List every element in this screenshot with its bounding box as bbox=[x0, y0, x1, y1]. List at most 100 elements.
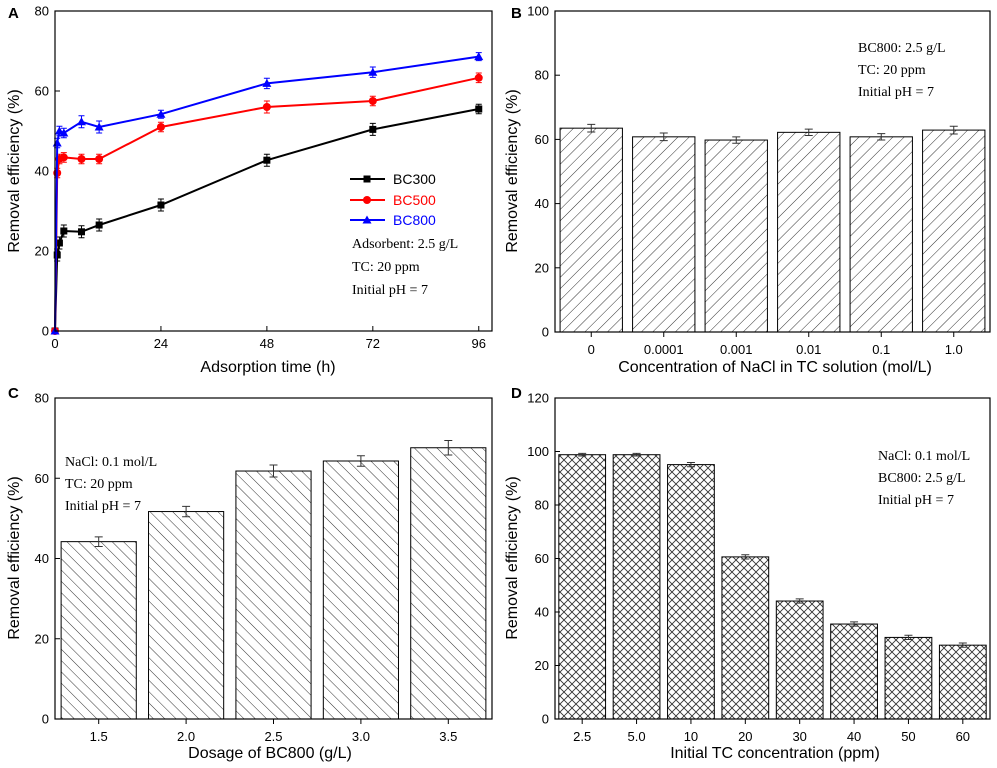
panel-a-bc300-point bbox=[263, 156, 271, 164]
panel-d-xtick-label: 40 bbox=[847, 729, 861, 744]
panel-a-bc300-point bbox=[157, 201, 165, 209]
panel-d-errorbar bbox=[686, 461, 695, 468]
panel-d-xtick-label: 5.0 bbox=[628, 729, 646, 744]
panel-a-xtick-label: 24 bbox=[154, 336, 168, 351]
panel-d-errorbar bbox=[958, 642, 967, 648]
panel-b-errorbar bbox=[804, 128, 813, 137]
panel-a-bc300-point bbox=[55, 239, 63, 247]
panel-a-bc800-point bbox=[76, 117, 86, 126]
panel-c-xtick-label: 2.5 bbox=[264, 729, 282, 744]
panel-d-bar bbox=[667, 464, 715, 720]
panel-d-ytick-label: 0 bbox=[542, 712, 549, 727]
panel-c-bar bbox=[322, 460, 399, 720]
panel-d-errorbar bbox=[850, 621, 859, 627]
panel-a-bc300-point bbox=[475, 105, 483, 113]
panel-b-xtick-label: 0.1 bbox=[872, 342, 890, 357]
panel-b-annotation-1: BC800: 2.5 g/L bbox=[858, 41, 946, 56]
panel-b-ytick-label: 40 bbox=[535, 196, 549, 211]
panel-c-bar bbox=[60, 541, 137, 720]
panel-d-annotation-3: Initial pH = 7 bbox=[878, 493, 954, 508]
panel-d-ytick-label: 120 bbox=[527, 391, 549, 406]
panel-d-annotation-2: BC800: 2.5 g/L bbox=[878, 471, 966, 486]
panel-d-ylabel: Removal efficiency (%) bbox=[504, 476, 521, 639]
panel-c-xlabel: Dosage of BC800 (g/L) bbox=[188, 745, 352, 762]
panel-d-bar bbox=[830, 623, 878, 720]
panel-d-ytick-label: 80 bbox=[535, 498, 549, 513]
panel-b-annotation-2: TC: 20 ppm bbox=[858, 63, 926, 78]
panel-a-bc300-point bbox=[60, 227, 68, 235]
panel-a: A Adsorption time (h) Removal efficiency… bbox=[6, 4, 493, 376]
panel-b-ytick-label: 0 bbox=[542, 325, 549, 340]
panel-a-bc300-point bbox=[77, 228, 85, 236]
panel-d-annotation-1: NaCl: 0.1 mol/L bbox=[878, 449, 970, 464]
panel-a-ytick-label: 0 bbox=[42, 324, 49, 339]
panel-a-bc300-point bbox=[369, 125, 377, 133]
panel-c-ytick-label: 0 bbox=[42, 712, 49, 727]
panel-b-letter: B bbox=[511, 5, 522, 22]
panel-b-bar bbox=[922, 129, 986, 333]
panel-a-axes-frame bbox=[54, 10, 493, 332]
panel-a-annotation-1: Adsorbent: 2.5 g/L bbox=[352, 237, 458, 252]
panel-a-bc800-point bbox=[474, 52, 484, 61]
panel-b-errorbar bbox=[732, 136, 741, 144]
panel-a-bc500-line bbox=[54, 76, 479, 332]
panel-a-bc300-point bbox=[95, 221, 103, 229]
panel-b-axes-frame bbox=[554, 10, 991, 333]
panel-a-bc500-point bbox=[474, 73, 483, 82]
panel-b-xtick-label: 1.0 bbox=[945, 342, 963, 357]
panel-d-bar bbox=[612, 454, 661, 720]
panel-a-xtick-label: 72 bbox=[366, 336, 380, 351]
panel-c-axes-frame bbox=[54, 397, 493, 720]
panel-c-ytick-label: 80 bbox=[35, 391, 49, 406]
panel-a-bc800-point bbox=[94, 122, 104, 131]
panel-c-errorbar bbox=[182, 505, 191, 518]
panel-a-ytick-label: 60 bbox=[35, 84, 49, 99]
panel-b-ytick-label: 20 bbox=[535, 260, 549, 275]
panel-b-xtick-label: 0.01 bbox=[796, 342, 821, 357]
panel-d-ytick-label: 40 bbox=[535, 605, 549, 620]
panel-d-bar bbox=[938, 644, 987, 720]
panel-c-xtick-label: 1.5 bbox=[90, 729, 108, 744]
panel-a-xtick-label: 48 bbox=[260, 336, 274, 351]
panel-a-bc500-point bbox=[77, 155, 86, 163]
panel-d-xtick-label: 30 bbox=[792, 729, 806, 744]
panel-c-errorbar bbox=[356, 455, 365, 467]
panel-a-bc500-point bbox=[95, 155, 104, 163]
panel-c-annotation-1: NaCl: 0.1 mol/L bbox=[65, 455, 157, 470]
panel-a-xtick-label: 96 bbox=[472, 336, 486, 351]
panel-d-errorbar bbox=[632, 452, 641, 457]
panel-b-ytick-label: 80 bbox=[535, 68, 549, 83]
panel-d-ytick-label: 60 bbox=[535, 551, 549, 566]
panel-b-xtick-label: 0 bbox=[588, 342, 595, 357]
panel-c: C Dosage of BC800 (g/L) Removal efficien… bbox=[6, 385, 493, 762]
panel-b: B Concentration of NaCl in TC solution (… bbox=[504, 4, 991, 376]
panel-c-xtick-label: 3.5 bbox=[439, 729, 457, 744]
panel-a-bc800-line bbox=[54, 55, 479, 332]
panel-a-legend: BC300 BC500 BC800 bbox=[350, 171, 436, 228]
panel-a-xtick-label: 0 bbox=[51, 336, 58, 351]
panel-a-bc500-point bbox=[156, 123, 165, 131]
panel-a-xlabel: Adsorption time (h) bbox=[200, 359, 335, 376]
panel-c-errorbar bbox=[94, 536, 103, 547]
panel-d-xtick-label: 20 bbox=[738, 729, 752, 744]
panel-d-xtick-label: 50 bbox=[901, 729, 915, 744]
panel-b-ytick-label: 100 bbox=[527, 4, 549, 19]
panel-a-bc800-point bbox=[262, 78, 272, 87]
panel-b-ytick-label: 60 bbox=[535, 132, 549, 147]
panel-d-xtick-label: 10 bbox=[684, 729, 698, 744]
panel-b-xtick-label: 0.001 bbox=[720, 342, 753, 357]
panel-a-ytick-label: 80 bbox=[35, 4, 49, 19]
panel-a-bc500-point bbox=[262, 103, 271, 111]
panel-a-bc800-point bbox=[52, 138, 62, 147]
legend-marker-bc500 bbox=[363, 196, 371, 204]
panel-c-ytick-label: 60 bbox=[35, 471, 49, 486]
panel-c-letter: C bbox=[8, 385, 19, 402]
panel-c-ytick-label: 20 bbox=[35, 631, 49, 646]
legend-marker-bc300 bbox=[363, 175, 371, 183]
panel-d-errorbar bbox=[904, 634, 913, 641]
panel-c-ytick-label: 40 bbox=[35, 551, 49, 566]
legend-label-bc500: BC500 bbox=[393, 192, 436, 208]
panel-a-ylabel: Removal efficiency (%) bbox=[6, 89, 23, 252]
panel-b-bar bbox=[632, 136, 696, 333]
panel-d-bar bbox=[558, 454, 607, 720]
